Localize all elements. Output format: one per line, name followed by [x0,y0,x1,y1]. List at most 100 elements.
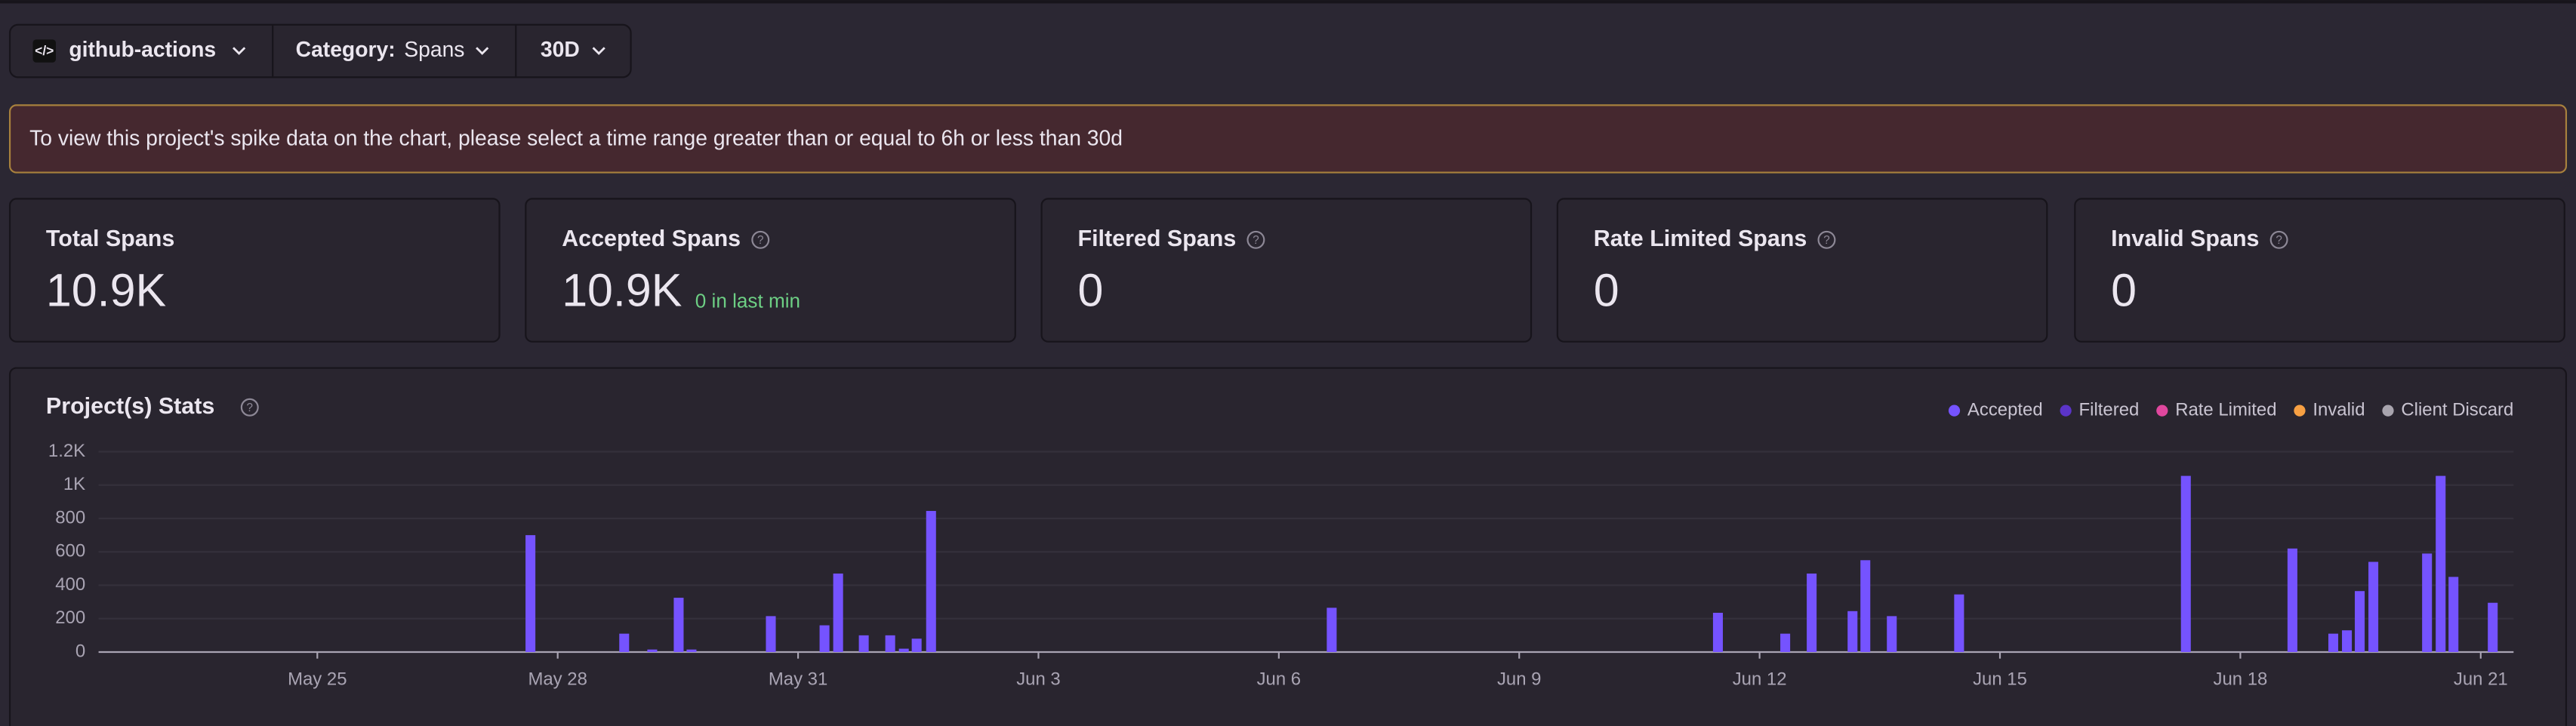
stat-value: 0 [1594,265,1619,316]
x-tick-label: Jun 15 [1973,669,2027,689]
legend-swatch [1948,405,1961,417]
x-tick-label: May 25 [288,669,347,689]
icon-glyph: </> [35,43,54,58]
x-tick-label: Jun 9 [1497,669,1542,689]
bar [1954,594,1964,652]
stat-value: 0 [1077,265,1103,316]
y-tick-label: 0 [75,641,85,661]
stat-card [2074,198,2565,343]
bar [1780,633,1791,652]
bar [898,648,909,652]
bar [2368,561,2379,652]
project-filter[interactable]: </> github-actions [32,37,246,63]
stat-value: 10.9K [46,265,166,316]
stat-note: 0 in last min [695,289,800,312]
legend-item[interactable]: Rate Limited [2156,399,2277,420]
stat-value: 0 [2111,265,2137,316]
legend-label: Filtered [2079,399,2140,420]
help-icon[interactable]: ? [1246,230,1265,249]
help-icon[interactable]: ? [1817,230,1836,249]
bar [2287,548,2297,652]
legend-label: Client Discard [2401,399,2513,420]
stat-title: Total Spans [46,226,174,251]
y-tick-label: 1K [63,474,85,494]
legend-label: Accepted [1967,399,2043,420]
bar [833,574,843,652]
x-tick-label: Jun 21 [2454,669,2508,689]
legend-label: Rate Limited [2175,399,2276,420]
alert-box [8,104,2568,174]
chevron [476,47,489,55]
legend-swatch [2294,405,2306,417]
stat-card [1040,198,1533,343]
project-icon [32,39,56,63]
help-circle [751,230,770,249]
bar [2180,475,2191,652]
y-tick-label: 800 [55,507,85,528]
legend-item[interactable]: Invalid [2294,399,2365,420]
bar [2355,591,2365,652]
bar [926,511,936,652]
bar [2488,602,2498,652]
stat-title: Accepted Spans [562,226,741,251]
bar [2448,577,2459,652]
stat-card [8,198,501,343]
category-filter[interactable]: Category: Spans [296,37,489,61]
bar [1712,612,1723,652]
legend-swatch [2156,405,2168,417]
legend-item[interactable]: Filtered [2060,399,2140,420]
help-glyph: ? [1823,234,1829,247]
help-icon[interactable]: ? [240,398,259,417]
legend-label: Invalid [2313,399,2365,420]
bar [525,535,536,652]
stat-value: 10.9K [562,265,682,316]
stat-title: Filtered Spans [1077,226,1236,251]
category-label: Category: [296,37,396,61]
help-glyph: ? [757,234,763,247]
y-tick-label: 1.2K [48,441,85,461]
bar [858,635,869,652]
help-glyph: ? [247,401,253,414]
bar [1807,574,1817,652]
bar [2342,630,2353,652]
bar [2422,553,2433,652]
y-tick-label: 400 [55,574,85,595]
x-tick-label: May 31 [769,669,827,689]
legend-item[interactable]: Client Discard [2382,399,2513,420]
project-name: github-actions [69,37,216,61]
x-tick-label: Jun 6 [1257,669,1302,689]
legend-swatch [2060,405,2072,417]
chevron [232,47,246,55]
bar [819,625,830,652]
chart-panel [8,367,2568,726]
stat-cards: Total Spans 10.9K Accepted Spans ? 10.9K 0 in… [8,198,2565,343]
stat-title: Invalid Spans [2111,226,2259,251]
legend-item[interactable]: Accepted [1948,399,2043,420]
bar [647,649,658,652]
help-glyph: ? [2276,234,2282,247]
bar [1327,608,1337,652]
x-tick-label: Jun 18 [2213,669,2267,689]
help-icon[interactable]: ? [2269,230,2288,249]
period-filter[interactable]: 30D [541,37,605,61]
bar [686,649,697,652]
help-circle [1817,230,1836,249]
chart: 0 200 400 600 800 1K 1.2K May 25 May 28 May 31 Jun… [48,399,2513,689]
help-glyph: ? [1253,234,1259,247]
help-icon[interactable]: ? [751,230,770,249]
stat-title: Rate Limited Spans [1594,226,1807,251]
bar [885,635,895,652]
chart-title: Project(s) Stats [46,393,214,419]
y-tick-label: 600 [55,541,85,561]
x-tick-label: May 28 [528,669,587,689]
x-tick-label: Jun 3 [1016,669,1061,689]
bar [1847,611,1858,652]
bar [1887,616,1897,652]
bar [1860,560,1871,652]
chevron [592,47,605,55]
help-circle [2269,230,2288,249]
help-circle [1246,230,1265,249]
bar [2328,633,2339,652]
